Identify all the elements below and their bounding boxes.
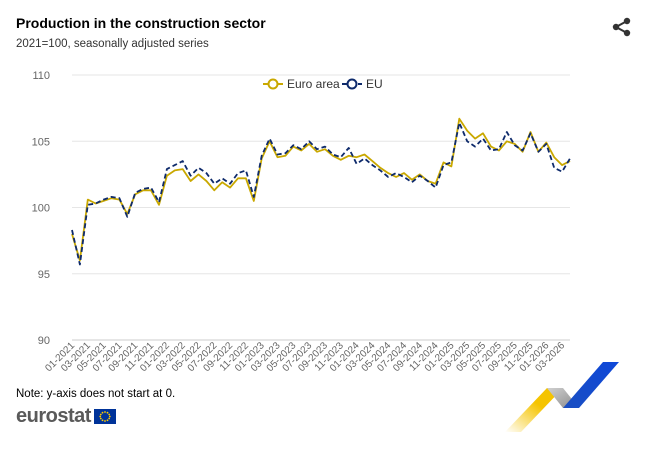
series-lines (71, 117, 571, 266)
line-chart: 90 95 100 105 110 01-202103-202105-202107-20… (32, 70, 571, 374)
y-axis-ticks: 90 95 100 105 110 (32, 70, 50, 347)
series-line-euro-area[interactable] (71, 117, 571, 262)
chart-subtitle: 2021=100, seasonally adjusted series (16, 38, 209, 50)
footnote: Note: y-axis does not start at 0. (16, 388, 176, 400)
legend-label-eu: EU (366, 77, 383, 91)
logo-text: eurostat (16, 404, 91, 427)
legend-item-eu[interactable]: EU (342, 77, 383, 91)
legend: Euro area EU (263, 77, 383, 91)
decorative-chevron-graphic (505, 362, 619, 432)
y-tick-label: 100 (32, 203, 50, 215)
eurostat-logo: eurostat (16, 405, 116, 427)
y-tick-label: 90 (38, 335, 50, 347)
legend-label-euro-area: Euro area (287, 77, 340, 91)
x-axis-ticks: 01-202103-202105-202107-202109-202111-20… (43, 340, 567, 374)
legend-item-euro-area[interactable]: Euro area (263, 77, 340, 91)
series-line-eu[interactable] (71, 121, 571, 266)
grid-lines (72, 74, 570, 341)
eu-flag-icon (93, 408, 116, 424)
share-icon[interactable] (610, 16, 634, 38)
chart-title: Production in the construction sector (16, 15, 266, 31)
y-tick-label: 105 (32, 136, 50, 148)
y-tick-label: 95 (38, 269, 50, 281)
y-tick-label: 110 (32, 70, 50, 82)
